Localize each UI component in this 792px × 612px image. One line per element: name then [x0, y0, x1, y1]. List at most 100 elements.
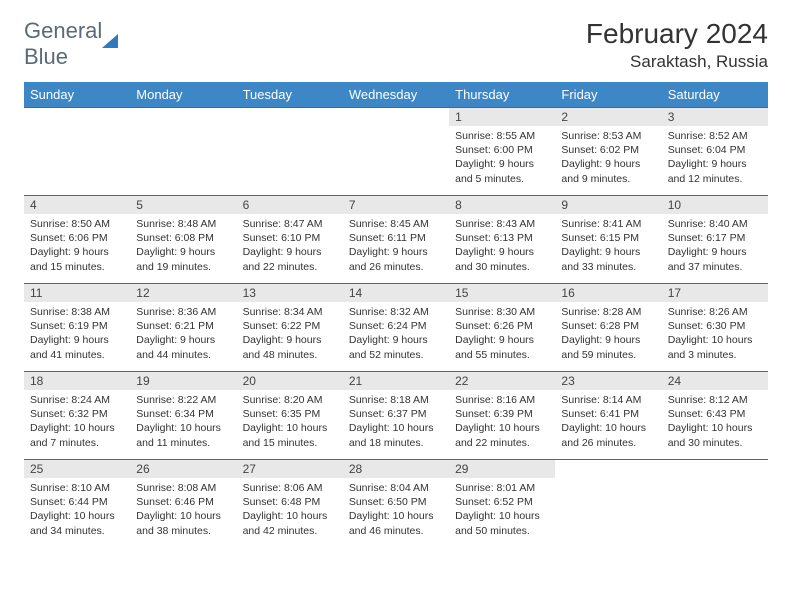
- day-data: Sunrise: 8:38 AMSunset: 6:19 PMDaylight:…: [24, 302, 130, 366]
- day-number: 24: [662, 372, 768, 390]
- day-number: 2: [555, 108, 661, 126]
- day-cell: 26Sunrise: 8:08 AMSunset: 6:46 PMDayligh…: [130, 460, 236, 548]
- day-data: Sunrise: 8:04 AMSunset: 6:50 PMDaylight:…: [343, 478, 449, 542]
- day-data: Sunrise: 8:28 AMSunset: 6:28 PMDaylight:…: [555, 302, 661, 366]
- day-data: Sunrise: 8:22 AMSunset: 6:34 PMDaylight:…: [130, 390, 236, 454]
- day-number: 17: [662, 284, 768, 302]
- logo: General Blue: [24, 18, 118, 70]
- day-number: 1: [449, 108, 555, 126]
- day-number-empty: [24, 108, 130, 126]
- day-data: Sunrise: 8:06 AMSunset: 6:48 PMDaylight:…: [237, 478, 343, 542]
- day-cell: [237, 108, 343, 196]
- day-data: Sunrise: 8:30 AMSunset: 6:26 PMDaylight:…: [449, 302, 555, 366]
- day-cell: [24, 108, 130, 196]
- day-number: 29: [449, 460, 555, 478]
- day-data: Sunrise: 8:43 AMSunset: 6:13 PMDaylight:…: [449, 214, 555, 278]
- day-number: 11: [24, 284, 130, 302]
- day-data: Sunrise: 8:32 AMSunset: 6:24 PMDaylight:…: [343, 302, 449, 366]
- weekday-header: Saturday: [662, 82, 768, 108]
- weekday-header-row: SundayMondayTuesdayWednesdayThursdayFrid…: [24, 82, 768, 108]
- day-number-empty: [130, 108, 236, 126]
- day-number-empty: [237, 108, 343, 126]
- day-number: 3: [662, 108, 768, 126]
- day-data: Sunrise: 8:08 AMSunset: 6:46 PMDaylight:…: [130, 478, 236, 542]
- week-row: 11Sunrise: 8:38 AMSunset: 6:19 PMDayligh…: [24, 284, 768, 372]
- calendar-body: 1Sunrise: 8:55 AMSunset: 6:00 PMDaylight…: [24, 108, 768, 548]
- day-cell: [343, 108, 449, 196]
- day-cell: 28Sunrise: 8:04 AMSunset: 6:50 PMDayligh…: [343, 460, 449, 548]
- day-cell: 2Sunrise: 8:53 AMSunset: 6:02 PMDaylight…: [555, 108, 661, 196]
- location-label: Saraktash, Russia: [586, 52, 768, 72]
- day-data: Sunrise: 8:20 AMSunset: 6:35 PMDaylight:…: [237, 390, 343, 454]
- day-number: 7: [343, 196, 449, 214]
- day-number: 8: [449, 196, 555, 214]
- day-number: 12: [130, 284, 236, 302]
- month-title: February 2024: [586, 18, 768, 50]
- day-number: 10: [662, 196, 768, 214]
- day-data: Sunrise: 8:10 AMSunset: 6:44 PMDaylight:…: [24, 478, 130, 542]
- day-number: 9: [555, 196, 661, 214]
- day-cell: 25Sunrise: 8:10 AMSunset: 6:44 PMDayligh…: [24, 460, 130, 548]
- day-cell: [662, 460, 768, 548]
- day-number: 19: [130, 372, 236, 390]
- day-cell: 8Sunrise: 8:43 AMSunset: 6:13 PMDaylight…: [449, 196, 555, 284]
- day-number: 25: [24, 460, 130, 478]
- week-row: 18Sunrise: 8:24 AMSunset: 6:32 PMDayligh…: [24, 372, 768, 460]
- day-cell: 23Sunrise: 8:14 AMSunset: 6:41 PMDayligh…: [555, 372, 661, 460]
- day-number: 28: [343, 460, 449, 478]
- day-data: Sunrise: 8:48 AMSunset: 6:08 PMDaylight:…: [130, 214, 236, 278]
- day-data: Sunrise: 8:50 AMSunset: 6:06 PMDaylight:…: [24, 214, 130, 278]
- day-data: Sunrise: 8:26 AMSunset: 6:30 PMDaylight:…: [662, 302, 768, 366]
- week-row: 1Sunrise: 8:55 AMSunset: 6:00 PMDaylight…: [24, 108, 768, 196]
- day-number: 26: [130, 460, 236, 478]
- day-cell: 21Sunrise: 8:18 AMSunset: 6:37 PMDayligh…: [343, 372, 449, 460]
- week-row: 25Sunrise: 8:10 AMSunset: 6:44 PMDayligh…: [24, 460, 768, 548]
- day-data: Sunrise: 8:18 AMSunset: 6:37 PMDaylight:…: [343, 390, 449, 454]
- day-number: 18: [24, 372, 130, 390]
- day-data: Sunrise: 8:16 AMSunset: 6:39 PMDaylight:…: [449, 390, 555, 454]
- day-data: Sunrise: 8:55 AMSunset: 6:00 PMDaylight:…: [449, 126, 555, 190]
- day-data: Sunrise: 8:36 AMSunset: 6:21 PMDaylight:…: [130, 302, 236, 366]
- week-row: 4Sunrise: 8:50 AMSunset: 6:06 PMDaylight…: [24, 196, 768, 284]
- day-cell: 12Sunrise: 8:36 AMSunset: 6:21 PMDayligh…: [130, 284, 236, 372]
- day-cell: 16Sunrise: 8:28 AMSunset: 6:28 PMDayligh…: [555, 284, 661, 372]
- day-cell: 11Sunrise: 8:38 AMSunset: 6:19 PMDayligh…: [24, 284, 130, 372]
- day-data: Sunrise: 8:12 AMSunset: 6:43 PMDaylight:…: [662, 390, 768, 454]
- day-number: 6: [237, 196, 343, 214]
- day-number: 5: [130, 196, 236, 214]
- day-number: 4: [24, 196, 130, 214]
- day-data: Sunrise: 8:52 AMSunset: 6:04 PMDaylight:…: [662, 126, 768, 190]
- day-data: Sunrise: 8:40 AMSunset: 6:17 PMDaylight:…: [662, 214, 768, 278]
- day-number: 27: [237, 460, 343, 478]
- day-cell: 14Sunrise: 8:32 AMSunset: 6:24 PMDayligh…: [343, 284, 449, 372]
- day-cell: 10Sunrise: 8:40 AMSunset: 6:17 PMDayligh…: [662, 196, 768, 284]
- day-cell: 5Sunrise: 8:48 AMSunset: 6:08 PMDaylight…: [130, 196, 236, 284]
- day-number: 21: [343, 372, 449, 390]
- day-data: Sunrise: 8:41 AMSunset: 6:15 PMDaylight:…: [555, 214, 661, 278]
- logo-text-part1: General: [24, 18, 102, 43]
- day-data: Sunrise: 8:45 AMSunset: 6:11 PMDaylight:…: [343, 214, 449, 278]
- weekday-header: Wednesday: [343, 82, 449, 108]
- day-cell: 13Sunrise: 8:34 AMSunset: 6:22 PMDayligh…: [237, 284, 343, 372]
- weekday-header: Monday: [130, 82, 236, 108]
- weekday-header: Sunday: [24, 82, 130, 108]
- day-data: Sunrise: 8:34 AMSunset: 6:22 PMDaylight:…: [237, 302, 343, 366]
- day-number-empty: [343, 108, 449, 126]
- logo-text-part2: Blue: [24, 44, 68, 69]
- day-number: 23: [555, 372, 661, 390]
- logo-triangle-icon: [102, 34, 118, 48]
- day-cell: 22Sunrise: 8:16 AMSunset: 6:39 PMDayligh…: [449, 372, 555, 460]
- calendar-table: SundayMondayTuesdayWednesdayThursdayFrid…: [24, 82, 768, 548]
- day-number-empty: [662, 460, 768, 478]
- day-cell: 7Sunrise: 8:45 AMSunset: 6:11 PMDaylight…: [343, 196, 449, 284]
- day-data: Sunrise: 8:47 AMSunset: 6:10 PMDaylight:…: [237, 214, 343, 278]
- weekday-header: Friday: [555, 82, 661, 108]
- day-cell: 3Sunrise: 8:52 AMSunset: 6:04 PMDaylight…: [662, 108, 768, 196]
- day-number: 16: [555, 284, 661, 302]
- day-number: 20: [237, 372, 343, 390]
- day-cell: 20Sunrise: 8:20 AMSunset: 6:35 PMDayligh…: [237, 372, 343, 460]
- weekday-header: Thursday: [449, 82, 555, 108]
- day-cell: 18Sunrise: 8:24 AMSunset: 6:32 PMDayligh…: [24, 372, 130, 460]
- day-number: 13: [237, 284, 343, 302]
- day-cell: [130, 108, 236, 196]
